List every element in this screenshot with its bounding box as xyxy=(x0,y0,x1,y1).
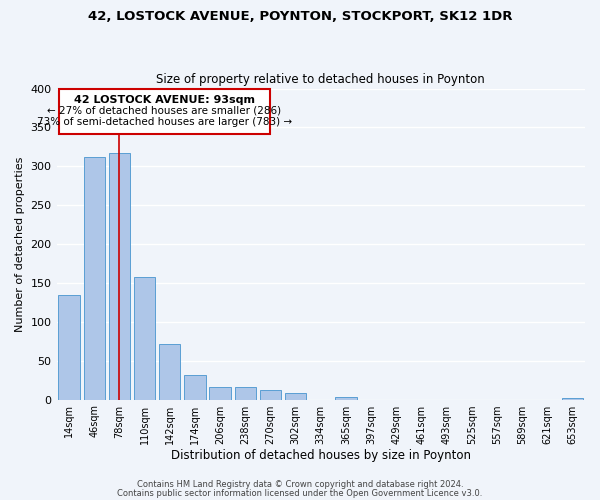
Title: Size of property relative to detached houses in Poynton: Size of property relative to detached ho… xyxy=(157,73,485,86)
Text: 73% of semi-detached houses are larger (783) →: 73% of semi-detached houses are larger (… xyxy=(37,116,292,126)
Text: ← 27% of detached houses are smaller (286): ← 27% of detached houses are smaller (28… xyxy=(47,106,281,116)
X-axis label: Distribution of detached houses by size in Poynton: Distribution of detached houses by size … xyxy=(171,450,471,462)
Bar xyxy=(335,398,356,400)
Bar xyxy=(109,153,130,400)
Y-axis label: Number of detached properties: Number of detached properties xyxy=(15,156,25,332)
FancyBboxPatch shape xyxy=(59,88,271,134)
Text: 42, LOSTOCK AVENUE, POYNTON, STOCKPORT, SK12 1DR: 42, LOSTOCK AVENUE, POYNTON, STOCKPORT, … xyxy=(88,10,512,23)
Bar xyxy=(235,387,256,400)
Bar xyxy=(134,276,155,400)
Bar xyxy=(184,374,206,400)
Bar xyxy=(562,398,583,400)
Bar xyxy=(285,394,307,400)
Bar xyxy=(209,387,231,400)
Bar xyxy=(260,390,281,400)
Bar xyxy=(83,157,105,400)
Text: 42 LOSTOCK AVENUE: 93sqm: 42 LOSTOCK AVENUE: 93sqm xyxy=(74,95,255,105)
Text: Contains public sector information licensed under the Open Government Licence v3: Contains public sector information licen… xyxy=(118,488,482,498)
Bar xyxy=(58,294,80,400)
Text: Contains HM Land Registry data © Crown copyright and database right 2024.: Contains HM Land Registry data © Crown c… xyxy=(137,480,463,489)
Bar xyxy=(159,344,181,400)
